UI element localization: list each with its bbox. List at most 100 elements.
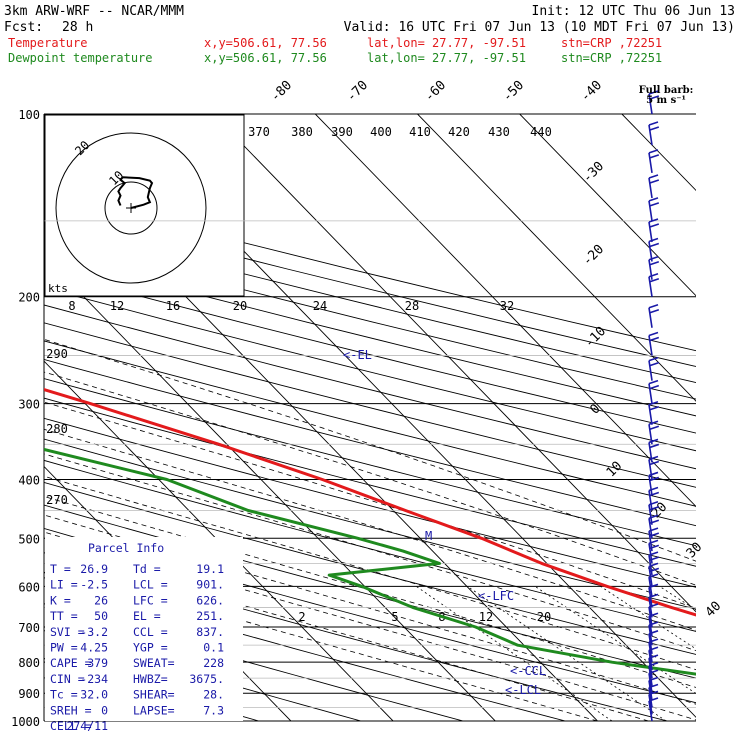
- wind-barb-flag: [649, 277, 660, 283]
- parcel-info-table: Parcel Info T = 26.9 Td = 19.1 LI = -2.5 LCL =…: [45, 537, 243, 733]
- isotherm-label: 40: [703, 599, 725, 621]
- hodograph-units: kts: [48, 282, 68, 295]
- theta-e-label: 16: [166, 299, 180, 313]
- mixing-ratio-label: 20: [537, 610, 551, 624]
- wind-barb-staff: [648, 687, 653, 708]
- theta-label: 440: [530, 125, 552, 139]
- m-marker: M: [425, 529, 432, 543]
- wind-barb-flag: [648, 174, 659, 179]
- wind-barb-staff: [648, 518, 653, 539]
- parcel-cell: CELL =: [50, 719, 92, 733]
- theta-label: 370: [248, 125, 270, 139]
- temperature-latlon: lat,lon= 27.77, -97.51: [367, 36, 526, 50]
- wind-barb-staff: [648, 531, 653, 552]
- wind-barb-staff: [648, 307, 653, 328]
- lfc-marker: <-LFC: [478, 589, 514, 603]
- wind-barb-flag: [649, 443, 660, 449]
- theta-label: 390: [331, 125, 353, 139]
- wind-barb-flag: [649, 242, 660, 248]
- wind-barb-staff: [648, 700, 653, 722]
- wind-barb-staff: [648, 625, 653, 646]
- parcel-cell: 251.: [196, 609, 224, 623]
- parcel-cell: 901.: [196, 578, 224, 592]
- mixing-ratio-line: [415, 585, 613, 721]
- barb-key-line1: Full barb:: [639, 85, 694, 96]
- wind-barb-flag: [649, 95, 660, 100]
- moist-adiabat: [44, 563, 598, 721]
- wind-barb-staff: [648, 221, 653, 243]
- isotherm: [314, 114, 696, 508]
- parcel-cell: Tc =: [50, 688, 78, 702]
- parcel-cell: SHEAR=: [133, 688, 175, 702]
- wind-barb-flag: [648, 304, 659, 309]
- dewpoint-legend: Dewpoint temperature: [8, 51, 153, 65]
- wind-barb-staff: [648, 200, 653, 222]
- hodograph-ring: [104, 181, 158, 235]
- temperature-station: stn=CRP ,72251: [561, 36, 662, 50]
- wind-barb-staff: [648, 597, 653, 618]
- init-time: Init: 12 UTC Thu 06 Jun 13: [532, 4, 736, 19]
- wind-barb-staff: [648, 504, 653, 525]
- wind-barb-flag: [649, 154, 660, 159]
- wind-barb-staff: [648, 93, 653, 115]
- wind-barb-flag: [648, 379, 659, 385]
- parcel-cell: 7.3: [203, 703, 224, 717]
- isotherm-label: 10: [604, 459, 626, 481]
- dewpoint-latlon: lat,lon= 27.77, -97.51: [367, 51, 526, 65]
- wind-barb-flag: [648, 356, 659, 362]
- moist-adiabat: [44, 338, 696, 562]
- theta-side-label: 280: [46, 422, 68, 436]
- temperature-profile: [44, 388, 696, 617]
- wind-barb-staff: [648, 606, 653, 628]
- isotherm: [44, 255, 496, 721]
- theta-label: 420: [448, 125, 470, 139]
- parcel-cell: LFC =: [133, 593, 168, 607]
- moist-adiabat: [44, 547, 649, 721]
- wind-barb-flag: [649, 260, 660, 266]
- wind-barb-flag: [648, 197, 659, 202]
- wind-barb-staff: [648, 276, 653, 297]
- wind-barb-staff: [648, 259, 653, 280]
- mixing-ratio-label: 2: [298, 610, 305, 624]
- valid-time: Valid: 16 UTC Fri 07 Jun 13 (10 MDT Fri …: [344, 20, 735, 35]
- pressure-tick-label: 500: [18, 532, 40, 546]
- wind-barb-flag: [648, 218, 659, 223]
- wind-barb-staff: [648, 673, 653, 694]
- theta-e-label: 20: [233, 299, 247, 313]
- wind-barb-staff: [648, 404, 653, 425]
- parcel-cell: 19.1: [196, 562, 224, 576]
- hodograph-ring: [55, 132, 207, 284]
- wind-barb-flag: [648, 471, 659, 477]
- model-title: 3km ARW-WRF -- NCAR/MMM: [4, 4, 184, 19]
- wind-barb-staff: [648, 490, 653, 511]
- parcel-cell: Td =: [133, 562, 161, 576]
- parcel-cell: CCL =: [133, 625, 168, 639]
- ccl-marker: <-CCL: [510, 664, 546, 678]
- isotherm-label: -60: [422, 78, 449, 105]
- wind-barb-flag: [649, 476, 660, 482]
- pressure-tick-label: 200: [18, 291, 40, 305]
- wind-barb-staff: [648, 442, 653, 463]
- wind-barb-staff: [648, 554, 653, 576]
- wind-barb-staff: [648, 124, 653, 146]
- parcel-cell: K =: [50, 593, 71, 607]
- pressure-tick-label: 400: [18, 473, 40, 487]
- mixing-ratio-line: [600, 585, 696, 650]
- parcel-cell: -2.5: [80, 578, 108, 592]
- parcel-cell: 228: [203, 656, 224, 670]
- wind-barb-flag: [649, 126, 660, 131]
- wind-barb-flag: [649, 425, 660, 431]
- wind-barb-staff: [648, 566, 653, 587]
- parcel-cell: HWBZ=: [133, 672, 168, 686]
- parcel-cell: 28.: [203, 688, 224, 702]
- temperature-xy: x,y=506.61, 77.56: [204, 36, 327, 50]
- parcel-cell: -234: [80, 672, 108, 686]
- theta-side-label: 270: [46, 493, 68, 507]
- theta-e-label: 12: [110, 299, 124, 313]
- wind-barb-flag: [648, 331, 659, 337]
- wind-barb-staff: [648, 475, 653, 496]
- wind-barb-staff: [648, 459, 653, 480]
- pressure-tick-label: 900: [18, 687, 40, 701]
- parcel-title: Parcel Info: [88, 541, 164, 555]
